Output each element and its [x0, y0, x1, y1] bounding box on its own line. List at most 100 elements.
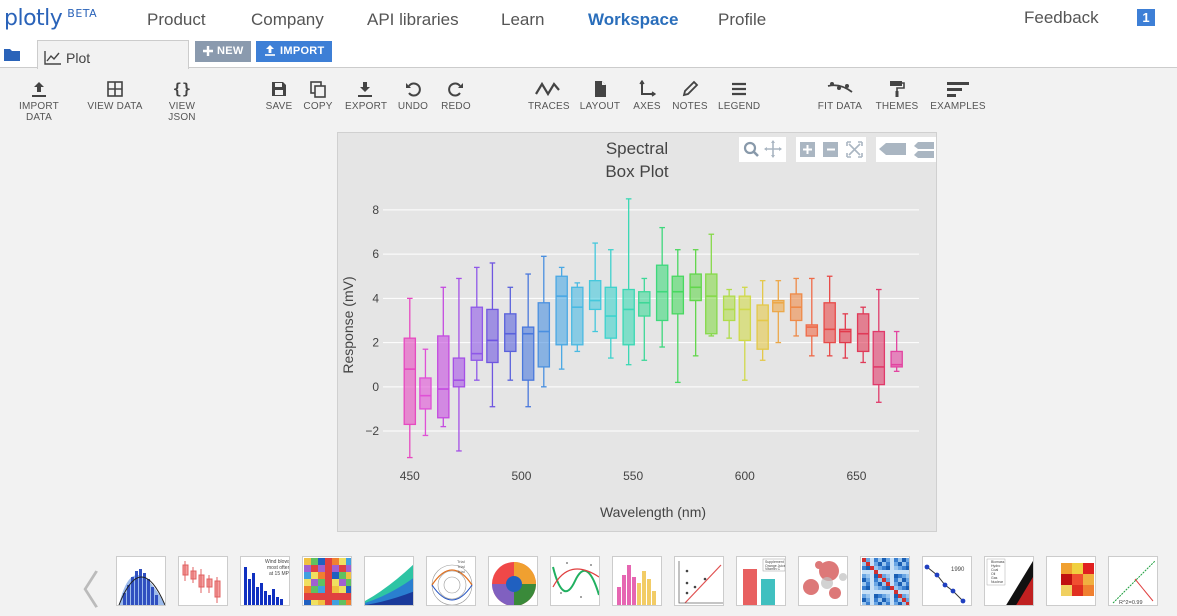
box-trace[interactable]: [521, 273, 535, 408]
fit-data-button[interactable]: FIT DATA: [817, 80, 863, 112]
pan-icon[interactable]: [764, 140, 782, 158]
undo-button[interactable]: UNDO: [397, 80, 429, 112]
gallery-thumb-15[interactable]: Biomass Hydro Coal Oil Gas Nuclear: [984, 556, 1034, 606]
view-json-button[interactable]: {} VIEW JSON: [154, 80, 210, 123]
box-trace[interactable]: [470, 266, 484, 381]
svg-text:Trial: Trial: [457, 564, 465, 569]
new-button[interactable]: NEW: [195, 41, 251, 62]
new-button-label: NEW: [217, 45, 244, 57]
x-axis-title: Wavelength (nm): [600, 504, 706, 520]
layout-button[interactable]: LAYOUT: [579, 80, 621, 112]
box-trace[interactable]: [722, 288, 736, 339]
box-trace[interactable]: [789, 277, 803, 337]
gallery-thumb-9[interactable]: [612, 556, 662, 606]
feedback-link[interactable]: Feedback: [1024, 8, 1099, 27]
box-trace[interactable]: [486, 262, 499, 408]
box-trace[interactable]: [671, 249, 685, 384]
box-trace[interactable]: [705, 233, 718, 337]
box-trace[interactable]: [504, 286, 517, 381]
export-button[interactable]: EXPORT: [345, 80, 387, 112]
box-traces[interactable]: [403, 198, 903, 459]
nav-company[interactable]: Company: [251, 10, 324, 29]
save-button[interactable]: SAVE: [265, 80, 293, 112]
gallery-thumb-16[interactable]: [1046, 556, 1096, 606]
x-tick-label: 650: [846, 469, 866, 483]
nav-api-libraries[interactable]: API libraries: [367, 10, 459, 29]
box-trace[interactable]: [772, 280, 785, 344]
gallery-thumb-10[interactable]: [674, 556, 724, 606]
box-trace[interactable]: [452, 277, 466, 452]
box-trace[interactable]: [738, 286, 752, 381]
plotly-logo[interactable]: plotly BETA: [4, 6, 97, 31]
notes-button[interactable]: NOTES: [672, 80, 708, 112]
box-trace[interactable]: [872, 288, 886, 403]
box-trace[interactable]: [638, 277, 651, 361]
gallery-thumb-8[interactable]: [550, 556, 600, 606]
nav-product[interactable]: Product: [147, 10, 206, 29]
box-trace[interactable]: [437, 286, 450, 428]
y-tick-label: 6: [372, 247, 379, 261]
gallery-prev-arrow[interactable]: 〈: [60, 568, 100, 614]
themes-button[interactable]: THEMES: [875, 80, 919, 112]
box-trace[interactable]: [805, 277, 819, 357]
box-trace[interactable]: [823, 275, 836, 357]
box-plot-chart[interactable]: −2 0 2 4 6 8 450 500 550 600 650 Spectral Box Plo…: [337, 132, 937, 532]
box-trace[interactable]: [756, 280, 769, 361]
y-tick-label: 2: [372, 336, 379, 350]
svg-text:Nuclear: Nuclear: [991, 580, 1004, 584]
import-data-button[interactable]: IMPORT DATA: [5, 80, 73, 123]
chart-title-line-2: Box Plot: [605, 162, 669, 181]
gallery-thumb-11[interactable]: Supplement Orange Juice Vitamin C: [736, 556, 786, 606]
nav-profile[interactable]: Profile: [718, 10, 767, 29]
box-trace[interactable]: [890, 330, 903, 372]
box-trace[interactable]: [571, 282, 584, 353]
redo-button[interactable]: REDO: [441, 80, 471, 112]
folder-icon[interactable]: [4, 48, 20, 61]
box-trace[interactable]: [555, 266, 568, 370]
gallery-thumb-17[interactable]: R^2=0.99: [1108, 556, 1158, 606]
gallery-thumb-7[interactable]: [488, 556, 538, 606]
zoom-icon[interactable]: [743, 141, 759, 157]
gallery-thumb-1[interactable]: [116, 556, 166, 606]
hover-compare-icon[interactable]: [914, 142, 934, 158]
import-button[interactable]: IMPORT: [256, 41, 332, 62]
traces-button[interactable]: TRACES: [528, 80, 570, 112]
box-trace[interactable]: [419, 348, 432, 437]
box-trace[interactable]: [537, 255, 551, 388]
gallery-thumb-2[interactable]: [178, 556, 228, 606]
notification-badge[interactable]: 1: [1137, 9, 1155, 26]
axes-button[interactable]: AXES: [632, 80, 662, 112]
box-trace[interactable]: [604, 249, 618, 359]
autoscale-icon[interactable]: [846, 141, 863, 158]
nav-learn[interactable]: Learn: [501, 10, 545, 29]
gallery-thumb-5[interactable]: [364, 556, 414, 606]
box-trace[interactable]: [689, 249, 702, 357]
layout-label: LAYOUT: [579, 101, 621, 112]
box-trace[interactable]: [655, 226, 669, 348]
box-trace[interactable]: [856, 306, 870, 364]
gallery-thumb-13[interactable]: [860, 556, 910, 606]
box-trace[interactable]: [403, 297, 417, 459]
import-button-label: IMPORT: [280, 45, 325, 57]
tab-plot[interactable]: Plot: [37, 40, 189, 69]
zoom-out-icon[interactable]: [823, 142, 838, 157]
gallery-thumb-4[interactable]: [302, 556, 352, 606]
gallery-thumb-6[interactable]: Trial Trial Trial: [426, 556, 476, 606]
box-trace[interactable]: [622, 198, 635, 366]
view-data-button[interactable]: VIEW DATA: [86, 80, 144, 112]
gallery-thumb-14[interactable]: 1990: [922, 556, 972, 606]
hover-closest-icon[interactable]: [879, 143, 906, 155]
box-trace[interactable]: [839, 313, 852, 359]
nav-workspace[interactable]: Workspace: [588, 10, 679, 29]
axes-label: AXES: [633, 101, 661, 112]
legend-button[interactable]: LEGEND: [718, 80, 760, 112]
gallery-thumb-12[interactable]: [798, 556, 848, 606]
box-trace[interactable]: [588, 242, 602, 333]
zoom-in-icon[interactable]: [800, 142, 815, 157]
box-iqr: [655, 264, 669, 322]
copy-button[interactable]: COPY: [303, 80, 333, 112]
box-iqr: [738, 295, 752, 342]
svg-text:most often: most often: [267, 565, 290, 571]
examples-button[interactable]: EXAMPLES: [930, 80, 986, 112]
